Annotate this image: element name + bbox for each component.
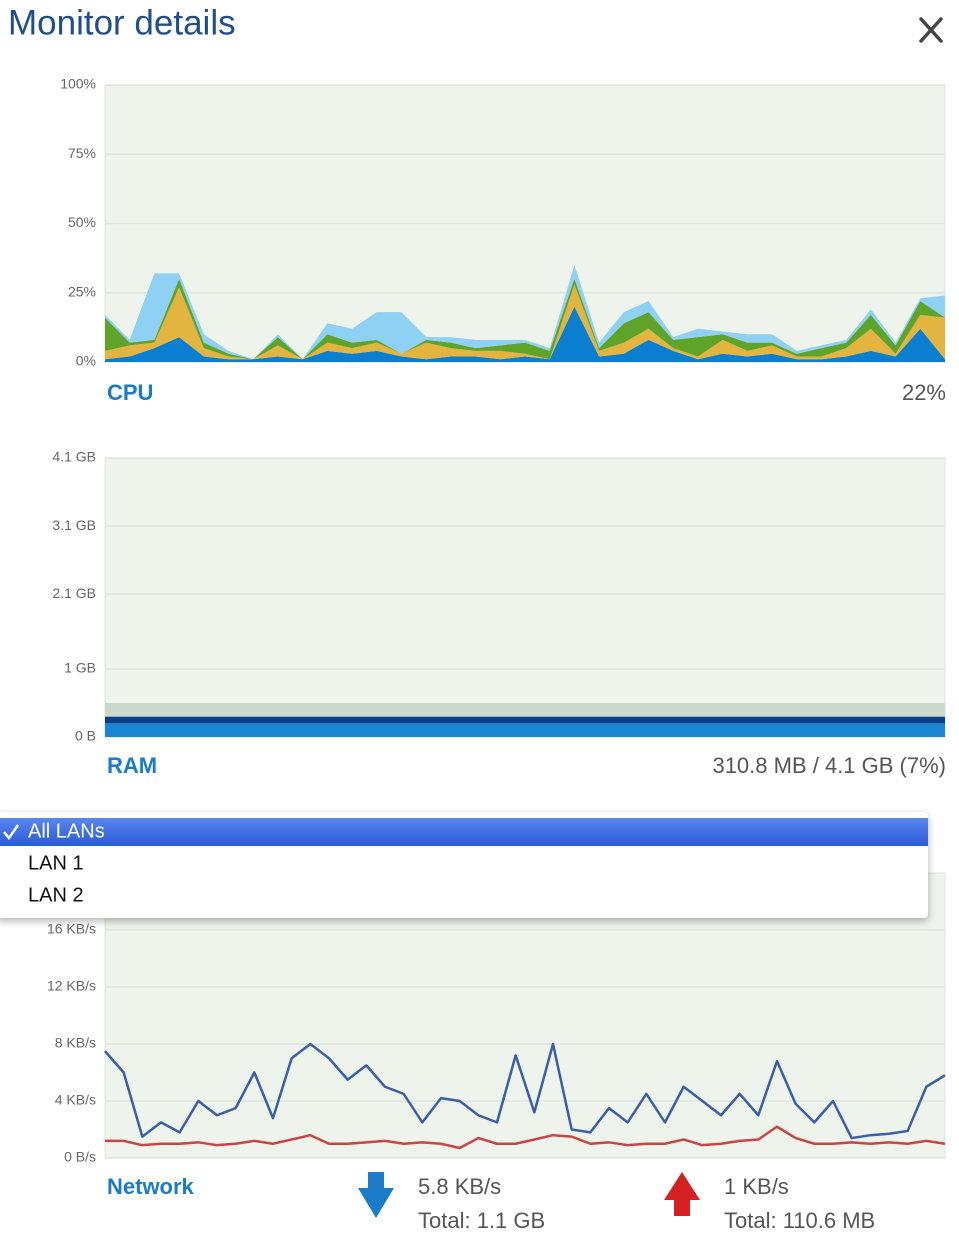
lan-dropdown[interactable]: All LANs LAN 1 LAN 2 [0, 812, 928, 918]
download-icon [358, 1172, 394, 1218]
y-tick-label: 2.1 GB [52, 585, 96, 601]
dropdown-option[interactable]: LAN 2 [28, 884, 84, 906]
dropdown-option[interactable]: All LANs [28, 820, 105, 842]
download-total: Total: 1.1 GB [418, 1208, 545, 1233]
panel-title: Monitor details [8, 3, 236, 42]
area-layer [105, 278, 945, 360]
area-layer [105, 702, 945, 717]
y-tick-label: 8 KB/s [55, 1035, 96, 1051]
area-layer [105, 265, 945, 360]
y-tick-label: 50% [68, 214, 96, 230]
line [104, 1042, 946, 1140]
line [105, 1125, 946, 1150]
y-tick-label: 12 KB/s [47, 978, 96, 994]
download-rate: 5.8 KB/s [418, 1174, 501, 1199]
chart-label: Network [107, 1174, 195, 1199]
y-tick-label: 16 KB/s [47, 921, 96, 937]
area-layer [105, 306, 945, 362]
y-tick-label: 4 KB/s [55, 1092, 96, 1108]
area-layer [105, 716, 945, 724]
y-tick-label: 100% [60, 76, 96, 92]
chart-label: RAM [107, 753, 157, 778]
upload-rate: 1 KB/s [724, 1174, 789, 1199]
area-layer [105, 723, 945, 737]
chart-label: CPU [107, 380, 153, 405]
y-tick-label: 3.1 GB [52, 517, 96, 533]
close-button[interactable] [919, 17, 943, 43]
arrow-up [664, 1172, 700, 1216]
y-tick-label: 1 GB [64, 660, 96, 676]
y-tick-label: 0 B [75, 728, 96, 744]
arrow-down [358, 1172, 394, 1218]
dropdown-option[interactable]: LAN 1 [28, 852, 84, 874]
selected-row[interactable] [0, 818, 928, 846]
check-mark [3, 824, 20, 841]
area-layer [105, 284, 945, 360]
upload-icon [664, 1172, 700, 1216]
y-tick-label: 4.1 GB [52, 449, 96, 465]
charts: 0% 25% 50% 75% 100% CPU 22% 0 B 1 GB 2.1 GB 3.1 GB… [47, 76, 946, 1233]
upload-total: Total: 110.6 MB [724, 1208, 875, 1233]
chart-summary: 22% [902, 380, 946, 405]
y-tick-label: 75% [68, 145, 96, 161]
y-tick-label: 0% [76, 353, 96, 369]
y-tick-label: 25% [68, 283, 96, 299]
chart-summary: 310.8 MB / 4.1 GB (7%) [712, 753, 946, 778]
close-icon[interactable] [919, 17, 943, 43]
plot-background [104, 457, 946, 738]
plot-background [104, 872, 946, 1159]
y-tick-label: 0 B/s [64, 1149, 96, 1165]
